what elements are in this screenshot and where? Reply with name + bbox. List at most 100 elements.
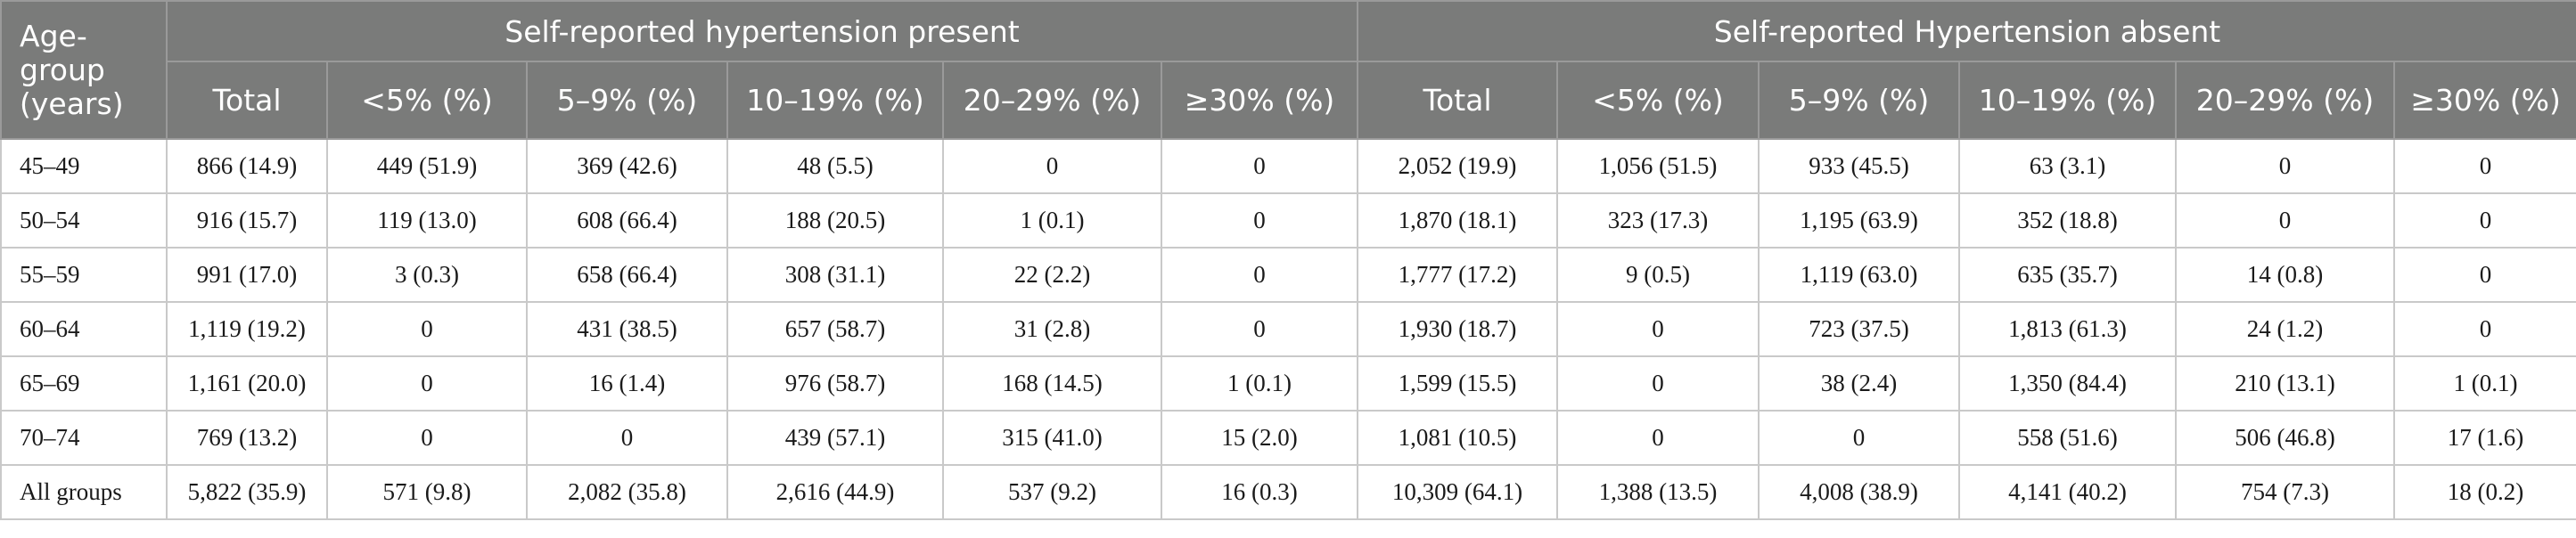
table-cell: 15 (2.0) (1160, 410, 1359, 466)
table-cell: 22 (2.2) (942, 247, 1162, 303)
table-cell: 0 (2393, 247, 2576, 303)
column-header: ≥30% (%) (2393, 61, 2576, 140)
table-cell: 658 (66.4) (526, 247, 728, 303)
table-cell: 63 (3.1) (1958, 138, 2178, 194)
table-cell: 5,822 (35.9) (166, 464, 328, 520)
table-cell: 24 (1.2) (2175, 301, 2396, 357)
table-cell: 0 (2393, 192, 2576, 249)
table-cell: 1,056 (51.5) (1556, 138, 1760, 194)
table-cell: 1,195 (63.9) (1758, 192, 1961, 249)
table-cell: 10,309 (64.1) (1357, 464, 1559, 520)
table-cell: 188 (20.5) (726, 192, 944, 249)
age-group-cell: 55–59 (0, 247, 168, 303)
table-cell: 754 (7.3) (2175, 464, 2396, 520)
table-row: 65–69 1,161 (20.0) 0 16 (1.4) 976 (58.7) 168 … (0, 355, 2576, 412)
table-cell: 1,119 (19.2) (166, 301, 328, 357)
table-cell: 0 (1556, 355, 1760, 412)
column-header: Total (166, 61, 328, 140)
table-cell: 1,870 (18.1) (1357, 192, 1559, 249)
table-cell: 976 (58.7) (726, 355, 944, 412)
age-group-cell: 60–64 (0, 301, 168, 357)
table-cell: 1,930 (18.7) (1357, 301, 1559, 357)
table-cell: 449 (51.9) (326, 138, 528, 194)
column-header: 20–29% (%) (942, 61, 1162, 140)
table-cell: 571 (9.8) (326, 464, 528, 520)
column-header: <5% (%) (326, 61, 528, 140)
column-header: 10–19% (%) (726, 61, 944, 140)
table-cell: 17 (1.6) (2393, 410, 2576, 466)
table-cell: 0 (1160, 247, 1359, 303)
table-cell: 0 (326, 410, 528, 466)
table-cell: 168 (14.5) (942, 355, 1162, 412)
table-cell: 4,008 (38.9) (1758, 464, 1961, 520)
age-group-cell: 70–74 (0, 410, 168, 466)
table-cell: 2,052 (19.9) (1357, 138, 1559, 194)
table-row: 45–49 866 (14.9) 449 (51.9) 369 (42.6) 48 (5… (0, 138, 2576, 194)
column-header: 20–29% (%) (2175, 61, 2396, 140)
column-header: <5% (%) (1556, 61, 1760, 140)
table-cell: 3 (0.3) (326, 247, 528, 303)
table-row: 50–54 916 (15.7) 119 (13.0) 608 (66.4) 188 (… (0, 192, 2576, 249)
table-cell: 0 (2175, 138, 2396, 194)
table-cell: 506 (46.8) (2175, 410, 2396, 466)
table-cell: 1,813 (61.3) (1958, 301, 2178, 357)
table-cell: 4,141 (40.2) (1958, 464, 2178, 520)
table-cell: 9 (0.5) (1556, 247, 1760, 303)
hypertension-age-table: Age-group (years) Self-reported hyperten… (0, 0, 2576, 520)
table-cell: 2,616 (44.9) (726, 464, 944, 520)
table-cell: 0 (942, 138, 1162, 194)
table-cell: 657 (58.7) (726, 301, 944, 357)
table-cell: 1,599 (15.5) (1357, 355, 1559, 412)
header-row-columns: Total <5% (%) 5–9% (%) 10–19% (%) 20–29%… (1, 61, 2576, 140)
table-cell: 119 (13.0) (326, 192, 528, 249)
table-cell: 1,081 (10.5) (1357, 410, 1559, 466)
table-cell: 1,119 (63.0) (1758, 247, 1961, 303)
table-cell: 31 (2.8) (942, 301, 1162, 357)
table-cell: 991 (17.0) (166, 247, 328, 303)
table-cell: 608 (66.4) (526, 192, 728, 249)
group-header-present: Self-reported hypertension present (165, 0, 1359, 62)
table-cell: 0 (2393, 138, 2576, 194)
table-cell: 0 (526, 410, 728, 466)
table-cell: 0 (1160, 301, 1359, 357)
table-cell: 866 (14.9) (166, 138, 328, 194)
table-cell: 0 (326, 355, 528, 412)
table-row: All groups 5,822 (35.9) 571 (9.8) 2,082 (35… (0, 464, 2576, 520)
table-cell: 315 (41.0) (942, 410, 1162, 466)
table-cell: 635 (35.7) (1958, 247, 2178, 303)
header-row-groups: Age-group (years) Self-reported hyperten… (0, 0, 2576, 140)
table-cell: 1 (0.1) (1160, 355, 1359, 412)
table-row: 60–64 1,119 (19.2) 0 431 (38.5) 657 (58.7) 31… (0, 301, 2576, 357)
table-cell: 1,350 (84.4) (1958, 355, 2178, 412)
table-cell: 352 (18.8) (1958, 192, 2178, 249)
table-cell: 0 (1160, 192, 1359, 249)
table-cell: 14 (0.8) (2175, 247, 2396, 303)
table-cell: 0 (1160, 138, 1359, 194)
table-cell: 210 (13.1) (2175, 355, 2396, 412)
age-group-cell: 65–69 (0, 355, 168, 412)
table-cell: 0 (2175, 192, 2396, 249)
column-header: 10–19% (%) (1958, 61, 2178, 140)
table-cell: 1 (0.1) (942, 192, 1162, 249)
table-cell: 323 (17.3) (1556, 192, 1760, 249)
table-cell: 369 (42.6) (526, 138, 728, 194)
table-cell: 16 (1.4) (526, 355, 728, 412)
table-cell: 0 (2393, 301, 2576, 357)
table-cell: 723 (37.5) (1758, 301, 1961, 357)
age-group-cell: All groups (0, 464, 168, 520)
table-cell: 1,388 (13.5) (1556, 464, 1760, 520)
column-header: 5–9% (%) (1758, 61, 1961, 140)
table-cell: 1,161 (20.0) (166, 355, 328, 412)
table-cell: 48 (5.5) (726, 138, 944, 194)
table-cell: 769 (13.2) (166, 410, 328, 466)
age-group-cell: 45–49 (0, 138, 168, 194)
table-cell: 308 (31.1) (726, 247, 944, 303)
table-cell: 1,777 (17.2) (1357, 247, 1559, 303)
age-group-cell: 50–54 (0, 192, 168, 249)
table-cell: 439 (57.1) (726, 410, 944, 466)
table-cell: 0 (1758, 410, 1961, 466)
table-row: 70–74 769 (13.2) 0 0 439 (57.1) 315 (41.0) 15 … (0, 410, 2576, 466)
table-row: 55–59 991 (17.0) 3 (0.3) 658 (66.4) 308 (31.… (0, 247, 2576, 303)
table-cell: 0 (326, 301, 528, 357)
